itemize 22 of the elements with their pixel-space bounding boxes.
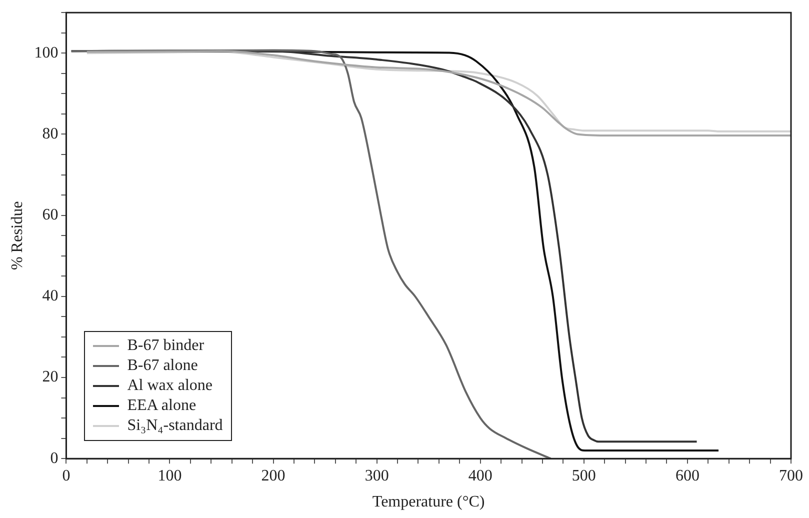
- x-tick-label: 100: [158, 467, 182, 484]
- legend-label: Si₃N₄-standard: [127, 416, 223, 435]
- legend-label: B-67 binder: [127, 336, 204, 355]
- x-tick-label: 600: [675, 467, 700, 484]
- y-tick-label: 0: [50, 450, 58, 467]
- x-tick-label: 0: [62, 467, 70, 484]
- y-tick-label: 100: [34, 44, 58, 62]
- y-axis-title: % Residue: [8, 201, 26, 270]
- y-tick-label: 60: [42, 206, 58, 224]
- x-tick-label: 500: [572, 467, 596, 484]
- legend-label: B-67 alone: [127, 356, 198, 375]
- y-tick-label: 20: [42, 368, 58, 386]
- line-series: [70, 49, 552, 459]
- x-tick-label: 400: [468, 467, 492, 484]
- y-tick-label: 40: [42, 288, 58, 305]
- legend-label: EEA alone: [127, 396, 196, 415]
- x-tick-label: 200: [261, 467, 286, 484]
- x-tick-label: 700: [779, 467, 803, 484]
- x-tick-label: 300: [364, 467, 389, 484]
- x-axis-title: Temperature (°C): [372, 494, 485, 511]
- legend-label: Al wax alone: [127, 376, 212, 395]
- y-tick-label: 80: [42, 125, 58, 142]
